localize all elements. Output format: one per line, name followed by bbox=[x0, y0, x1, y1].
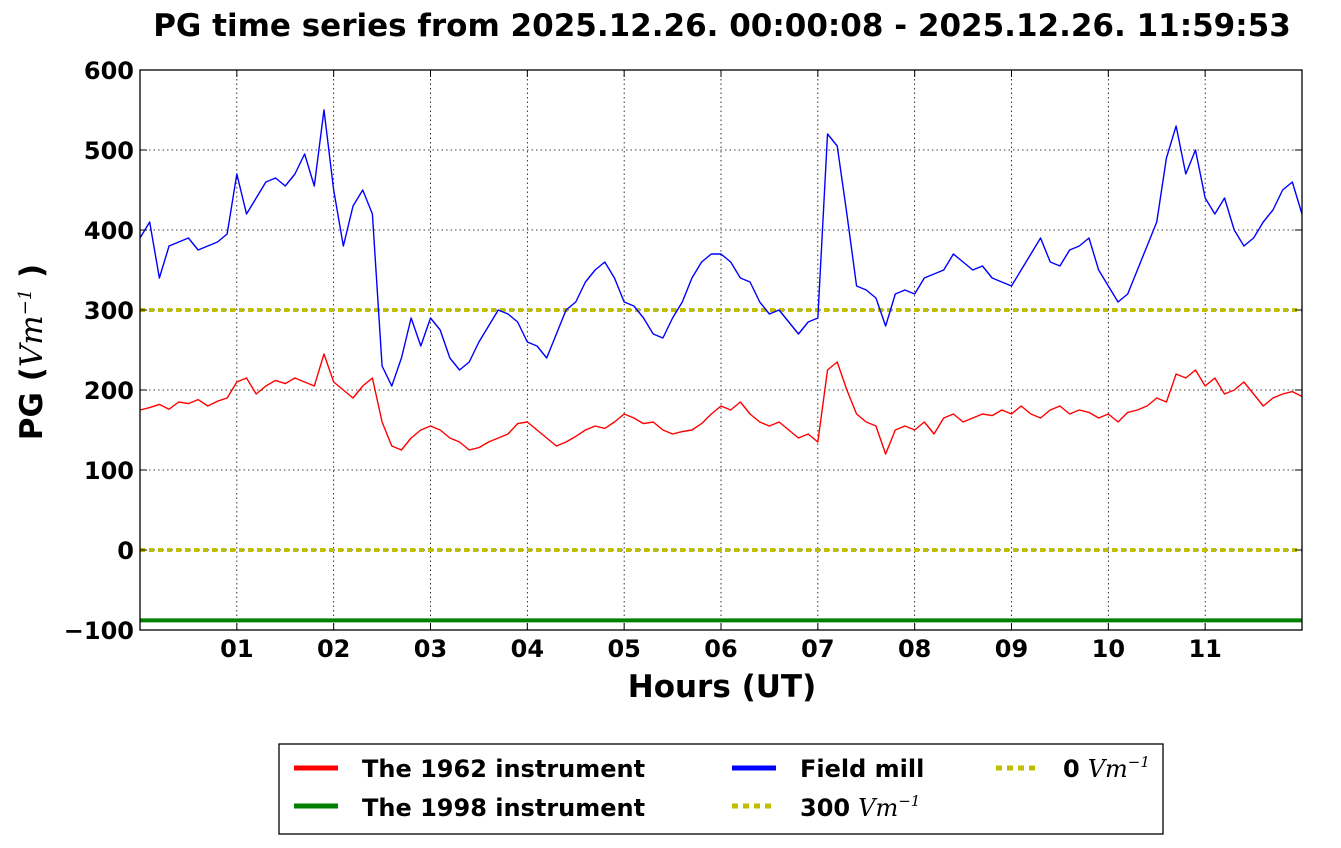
y-axis-label: PG (Vm−1 ) bbox=[14, 264, 50, 440]
legend-label-0: 0 Vm−1 bbox=[1063, 753, 1150, 783]
y-tick-label: 600 bbox=[84, 57, 134, 85]
y-tick-label: 300 bbox=[84, 297, 134, 325]
reference-lines bbox=[140, 308, 1302, 552]
legend-label-300-value: 300 bbox=[800, 794, 850, 822]
x-ticks: 01 02 03 04 05 06 07 08 09 10 11 bbox=[220, 70, 1222, 663]
legend-label-1998: The 1998 instrument bbox=[362, 794, 645, 822]
x-tick-label: 07 bbox=[801, 635, 834, 663]
y-axis-label-unit: Vm bbox=[14, 315, 50, 367]
y-tick-label: −100 bbox=[64, 617, 134, 645]
legend-label-0-value: 0 bbox=[1063, 755, 1080, 783]
x-tick-label: 03 bbox=[414, 635, 447, 663]
x-tick-label: 08 bbox=[898, 635, 931, 663]
y-axis-label-prefix: PG ( bbox=[14, 367, 50, 440]
y-tick-label: 0 bbox=[117, 537, 134, 565]
y-tick-label: 100 bbox=[84, 457, 134, 485]
legend-label-300: 300 Vm−1 bbox=[800, 792, 920, 822]
y-axis-label-suffix: ) bbox=[14, 264, 50, 289]
y-ticks: −100 0 100 200 300 400 500 600 bbox=[64, 57, 1302, 645]
x-tick-label: 02 bbox=[317, 635, 350, 663]
x-tick-label: 05 bbox=[607, 635, 640, 663]
x-tick-label: 04 bbox=[511, 635, 544, 663]
legend-label-0-exp: −1 bbox=[1128, 753, 1150, 771]
legend-box bbox=[278, 743, 1164, 835]
y-tick-label: 500 bbox=[84, 137, 134, 165]
x-axis-label: Hours (UT) bbox=[628, 669, 817, 705]
legend-label-300-unit: Vm bbox=[858, 794, 898, 822]
legend-label-1962: The 1962 instrument bbox=[362, 755, 645, 783]
x-tick-label: 06 bbox=[704, 635, 737, 663]
legend-label-field-mill: Field mill bbox=[800, 755, 924, 783]
legend: The 1962 instrument The 1998 instrument … bbox=[278, 743, 1164, 835]
series-line-2 bbox=[139, 109, 1303, 387]
y-tick-label: 400 bbox=[84, 217, 134, 245]
x-tick-label: 01 bbox=[220, 635, 253, 663]
x-tick-label: 09 bbox=[995, 635, 1028, 663]
legend-label-0-unit: Vm bbox=[1088, 755, 1128, 783]
series-line-0 bbox=[139, 353, 1303, 455]
x-tick-label: 10 bbox=[1092, 635, 1125, 663]
legend-label-300-exp: −1 bbox=[898, 792, 920, 810]
series-lines bbox=[139, 109, 1303, 623]
grid bbox=[140, 70, 1302, 630]
y-axis-label-exp: −1 bbox=[15, 289, 36, 316]
x-tick-label: 11 bbox=[1188, 635, 1221, 663]
y-tick-label: 200 bbox=[84, 377, 134, 405]
chart-title: PG time series from 2025.12.26. 00:00:08… bbox=[153, 8, 1291, 44]
